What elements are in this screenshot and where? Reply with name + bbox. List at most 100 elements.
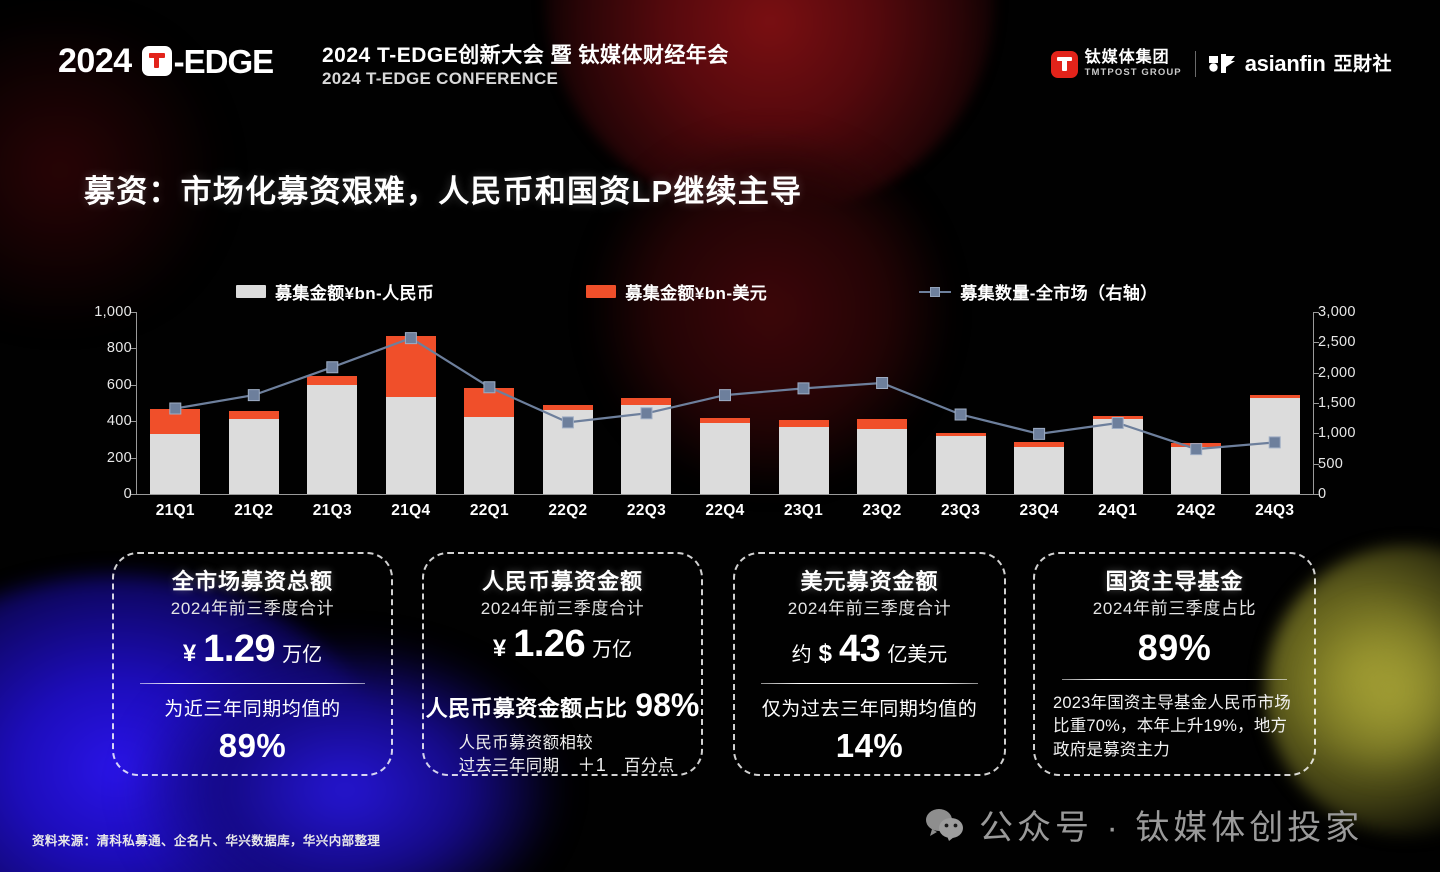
card-footnote-value: 89% (218, 727, 287, 764)
y-axis-right-tick: 0 (1318, 486, 1327, 502)
card-note-line2-row: 过去三年同期 ＋1 百分点 (451, 754, 675, 777)
card-paragraph: 2023年国资主导基金人民币市场比重70%，本年上升19%，地方政府是募资主力 (1053, 693, 1291, 759)
y-axis-right-tick: 3,000 (1318, 304, 1356, 320)
asianfin-logo: asianfin 亞財社 (1208, 51, 1392, 77)
card-note-delta-unit: 百分点 (624, 757, 675, 776)
legend-label-usd: 募集金额¥bn-美元 (625, 283, 768, 303)
y-axis-left-tick: 800 (106, 340, 132, 357)
logo-divider (1194, 51, 1196, 78)
chart-bar-stack (1014, 312, 1065, 494)
chart-bar-segment-rmb (385, 396, 436, 494)
card-title: 人民币募资金额 (481, 569, 643, 594)
wechat-watermark: 公众号 · 钛媒体创投家 (925, 800, 1363, 849)
tedge-logo-text: -EDGE (173, 42, 275, 80)
chart-line-marker (1112, 418, 1123, 429)
chart-bar-segment-usd (307, 375, 358, 385)
card-title: 美元募资金额 (800, 569, 939, 594)
stat-card-state-funds: 国资主导基金 2024年前三季度占比 89% 2023年国资主导基金人民币市场比… (1033, 552, 1316, 776)
card-currency-symbol: $ (818, 639, 833, 667)
y-axis-left-tick: 0 (123, 486, 132, 502)
chart-y-axis-left: 1,000 800 600 400 200 0 (76, 304, 132, 502)
chart-bar-stack (385, 312, 436, 494)
chart-x-axis-labels: 21Q1 21Q2 21Q3 21Q4 22Q1 22Q2 22Q3 22Q4 23Q1 23Q2… (136, 502, 1314, 528)
event-logo: 2024 -EDGE (58, 42, 275, 80)
card-value-unit: 万亿 (592, 638, 633, 661)
stat-card-usd: 美元募资金额 2024年前三季度合计 约 $ 43 亿美元 仅为过去三年同期均值… (733, 552, 1006, 776)
wechat-icon (925, 808, 965, 842)
chart-line-marker (562, 417, 573, 428)
card-percentage-label: 人民币募资金额占比 (425, 695, 628, 721)
card-value-number: 1.29 (203, 627, 276, 670)
tmtpost-logo-text: 钛媒体集团 TMTPOST GROUP (1084, 49, 1182, 78)
chart-bar-stack (228, 312, 279, 494)
y-axis-left-tick: 400 (106, 413, 132, 430)
card-divider (1061, 678, 1288, 680)
partner-logos: 钛媒体集团 TMTPOST GROUP asianfin 亞財社 (1050, 49, 1392, 78)
card-value: 约 $ 43 亿美元 (792, 628, 948, 671)
card-note-line2: 过去三年同期 (458, 757, 560, 776)
tmtpost-mark-icon (1050, 50, 1078, 78)
chart-bar-slot (215, 312, 294, 494)
conference-title-en: 2024 T-EDGE CONFERENCE (322, 68, 559, 88)
card-divider (140, 682, 365, 685)
stat-card-rmb: 人民币募资金额 2024年前三季度合计 ¥ 1.26 万亿 人民币募资金额占比 … (422, 552, 703, 776)
chart-bar-segment-rmb (1092, 419, 1143, 494)
chart-bar-segment-rmb (464, 416, 515, 494)
card-value-unit: 亿美元 (887, 643, 948, 666)
chart-bar-stack (464, 312, 515, 494)
chart-line-marker (248, 390, 259, 401)
y-axis-right-tick: 2,500 (1318, 334, 1356, 351)
y-axis-right-tick: 500 (1318, 455, 1344, 472)
wechat-watermark-text: 公众号 · 钛媒体创投家 (979, 809, 1364, 847)
x-axis-label: 23Q1 (783, 502, 824, 519)
tedge-logo: -EDGE (141, 42, 275, 80)
chart-bar-slot (293, 312, 372, 494)
x-axis-label: 21Q1 (155, 502, 195, 519)
card-value-unit: 万亿 (282, 643, 323, 666)
legend-label-count: 募集数量-全市场（右轴） (960, 283, 1158, 303)
x-axis-label: 23Q2 (862, 502, 902, 519)
chart-y-axis-right: 3,000 2,500 2,000 1,500 1,000 500 0 (1318, 304, 1374, 502)
chart-legend: 募集金额¥bn-人民币 募集金额¥bn-美元 募集数量-全市场（右轴） (236, 278, 1246, 304)
y-axis-right-tick: 1,000 (1318, 425, 1356, 442)
chart-line-marker (1191, 444, 1202, 455)
card-currency-symbol: ¥ (182, 639, 197, 667)
tmtpost-name-cn: 钛媒体集团 (1084, 49, 1170, 66)
card-footnote-value: 14% (835, 727, 904, 764)
asianfin-name-cn: 亞財社 (1333, 53, 1392, 75)
card-value-prefix: 约 (791, 643, 812, 666)
card-note-line1: 人民币募资额相较 (458, 733, 593, 752)
chart-bar-segment-usd (1249, 394, 1300, 399)
legend-item-count: 募集数量-全市场（右轴） (919, 279, 1157, 304)
legend-item-rmb: 募集金额¥bn-人民币 (236, 279, 434, 304)
x-axis-label: 23Q4 (1019, 502, 1059, 519)
legend-item-usd: 募集金额¥bn-美元 (586, 279, 767, 304)
chart-bar-slot (136, 312, 215, 494)
fundraising-chart: 募集金额¥bn-人民币 募集金额¥bn-美元 募集数量-全市场（右轴） 1,00… (0, 278, 1440, 540)
card-value-number: 1.26 (513, 622, 586, 665)
y-axis-right-tick: 1,500 (1318, 395, 1356, 411)
legend-label-rmb: 募集金额¥bn-人民币 (275, 283, 435, 303)
chart-bar-segment-usd (385, 335, 436, 397)
chart-bar-segment-rmb (150, 433, 201, 494)
chart-line-marker (798, 383, 809, 394)
x-axis-label: 21Q3 (312, 502, 352, 519)
chart-bar-segment-rmb (1014, 446, 1065, 494)
chart-axis-line-right (1313, 312, 1319, 495)
x-axis-label: 22Q3 (626, 502, 667, 519)
chart-line-marker (1034, 428, 1045, 439)
chart-bar-segment-usd (935, 433, 986, 436)
chart-bar-segment-rmb (228, 419, 279, 494)
chart-baseline (136, 494, 1314, 495)
card-subtitle: 2024年前三季度合计 (480, 599, 645, 619)
asianfin-name-en: asianfin (1244, 51, 1326, 77)
card-subtitle: 2024年前三季度占比 (1092, 599, 1257, 619)
chart-line-marker (170, 403, 181, 414)
source-note: 资料来源：清科私募通、企名片、华兴数据库，华兴内部整理 (32, 834, 381, 848)
x-axis-label: 21Q4 (391, 502, 431, 519)
card-subtitle: 2024年前三季度合计 (170, 599, 335, 619)
t-badge-icon (141, 46, 172, 76)
x-axis-label: 23Q3 (941, 502, 981, 519)
chart-bar-slot (372, 312, 451, 494)
